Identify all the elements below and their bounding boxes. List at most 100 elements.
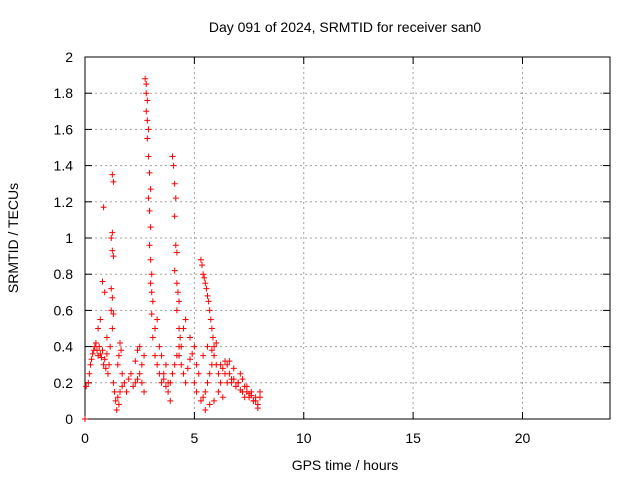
data-point [143, 81, 150, 88]
data-point [169, 370, 176, 377]
data-point [109, 325, 116, 332]
data-point [206, 370, 213, 377]
data-point [146, 169, 153, 176]
data-point [217, 379, 224, 386]
data-point [148, 289, 155, 296]
data-point [119, 370, 126, 377]
y-tick-label: 0.2 [54, 375, 74, 391]
data-point [224, 361, 231, 368]
data-point [141, 388, 148, 395]
data-point [232, 383, 239, 390]
data-point [165, 379, 172, 386]
data-point [110, 178, 117, 185]
data-point [134, 347, 141, 354]
data-point [147, 256, 154, 263]
grid-lines [85, 57, 610, 419]
data-point [189, 350, 196, 357]
data-point [108, 307, 115, 314]
data-point [173, 280, 180, 287]
data-point [184, 365, 191, 372]
data-point [100, 204, 107, 211]
data-point [202, 280, 209, 287]
data-point [104, 370, 111, 377]
data-point [109, 247, 116, 254]
series-san0 [82, 75, 263, 422]
data-point [208, 325, 215, 332]
data-point [237, 387, 244, 394]
data-point [114, 394, 121, 401]
data-point [109, 229, 116, 236]
data-point [197, 397, 204, 404]
data-point [112, 397, 119, 404]
data-point [136, 370, 143, 377]
data-point [182, 379, 189, 386]
data-point [200, 394, 207, 401]
data-point [154, 316, 161, 323]
data-point [117, 388, 123, 395]
data-point [172, 242, 179, 249]
y-tick-label: 1.4 [54, 158, 74, 174]
data-point [103, 334, 110, 341]
data-point [171, 361, 178, 368]
data-point [99, 278, 106, 285]
data-point [110, 253, 117, 260]
data-point [152, 325, 158, 332]
data-point [215, 370, 222, 377]
data-point [99, 347, 106, 354]
data-point [165, 388, 172, 395]
y-tick-label: 0.8 [54, 266, 74, 282]
data-point [176, 352, 183, 359]
data-point [144, 135, 151, 142]
data-point [246, 390, 253, 397]
data-point [119, 383, 126, 390]
data-point [237, 370, 244, 377]
data-point [201, 274, 208, 281]
data-point [257, 388, 263, 395]
data-point [170, 162, 177, 169]
data-point [147, 280, 154, 287]
data-point [127, 370, 134, 377]
data-point [205, 298, 212, 305]
data-point [191, 379, 198, 386]
data-point [145, 126, 152, 133]
data-point [148, 311, 155, 318]
data-point [121, 379, 128, 386]
data-point [228, 376, 235, 383]
data-point [147, 224, 154, 231]
data-point [143, 108, 150, 115]
data-point [146, 207, 153, 214]
data-point [144, 117, 151, 124]
data-point [222, 370, 228, 377]
data-point [109, 171, 116, 178]
data-point [82, 416, 88, 422]
data-point [154, 361, 161, 368]
data-point [138, 361, 145, 368]
data-point [101, 289, 108, 296]
x-tick-label: 0 [81, 430, 89, 446]
data-point [111, 388, 118, 395]
data-point [211, 397, 218, 404]
data-point [169, 153, 176, 160]
data-point [191, 343, 198, 350]
data-point [123, 388, 130, 395]
data-point [193, 388, 200, 395]
x-tick-label: 10 [296, 430, 312, 446]
data-point [143, 90, 150, 97]
data-point [101, 356, 108, 363]
y-tick-label: 0.6 [54, 302, 74, 318]
data-point [138, 379, 145, 386]
data-point [160, 376, 167, 383]
data-point [125, 376, 132, 383]
data-point [171, 213, 178, 220]
data-point [171, 180, 178, 187]
data-point [117, 339, 123, 346]
data-point [200, 352, 207, 359]
data-point [118, 347, 125, 354]
data-point [250, 397, 257, 404]
data-point [162, 383, 169, 390]
y-tick-label: 0.4 [54, 339, 74, 355]
data-point [96, 343, 103, 350]
data-point [235, 379, 242, 386]
